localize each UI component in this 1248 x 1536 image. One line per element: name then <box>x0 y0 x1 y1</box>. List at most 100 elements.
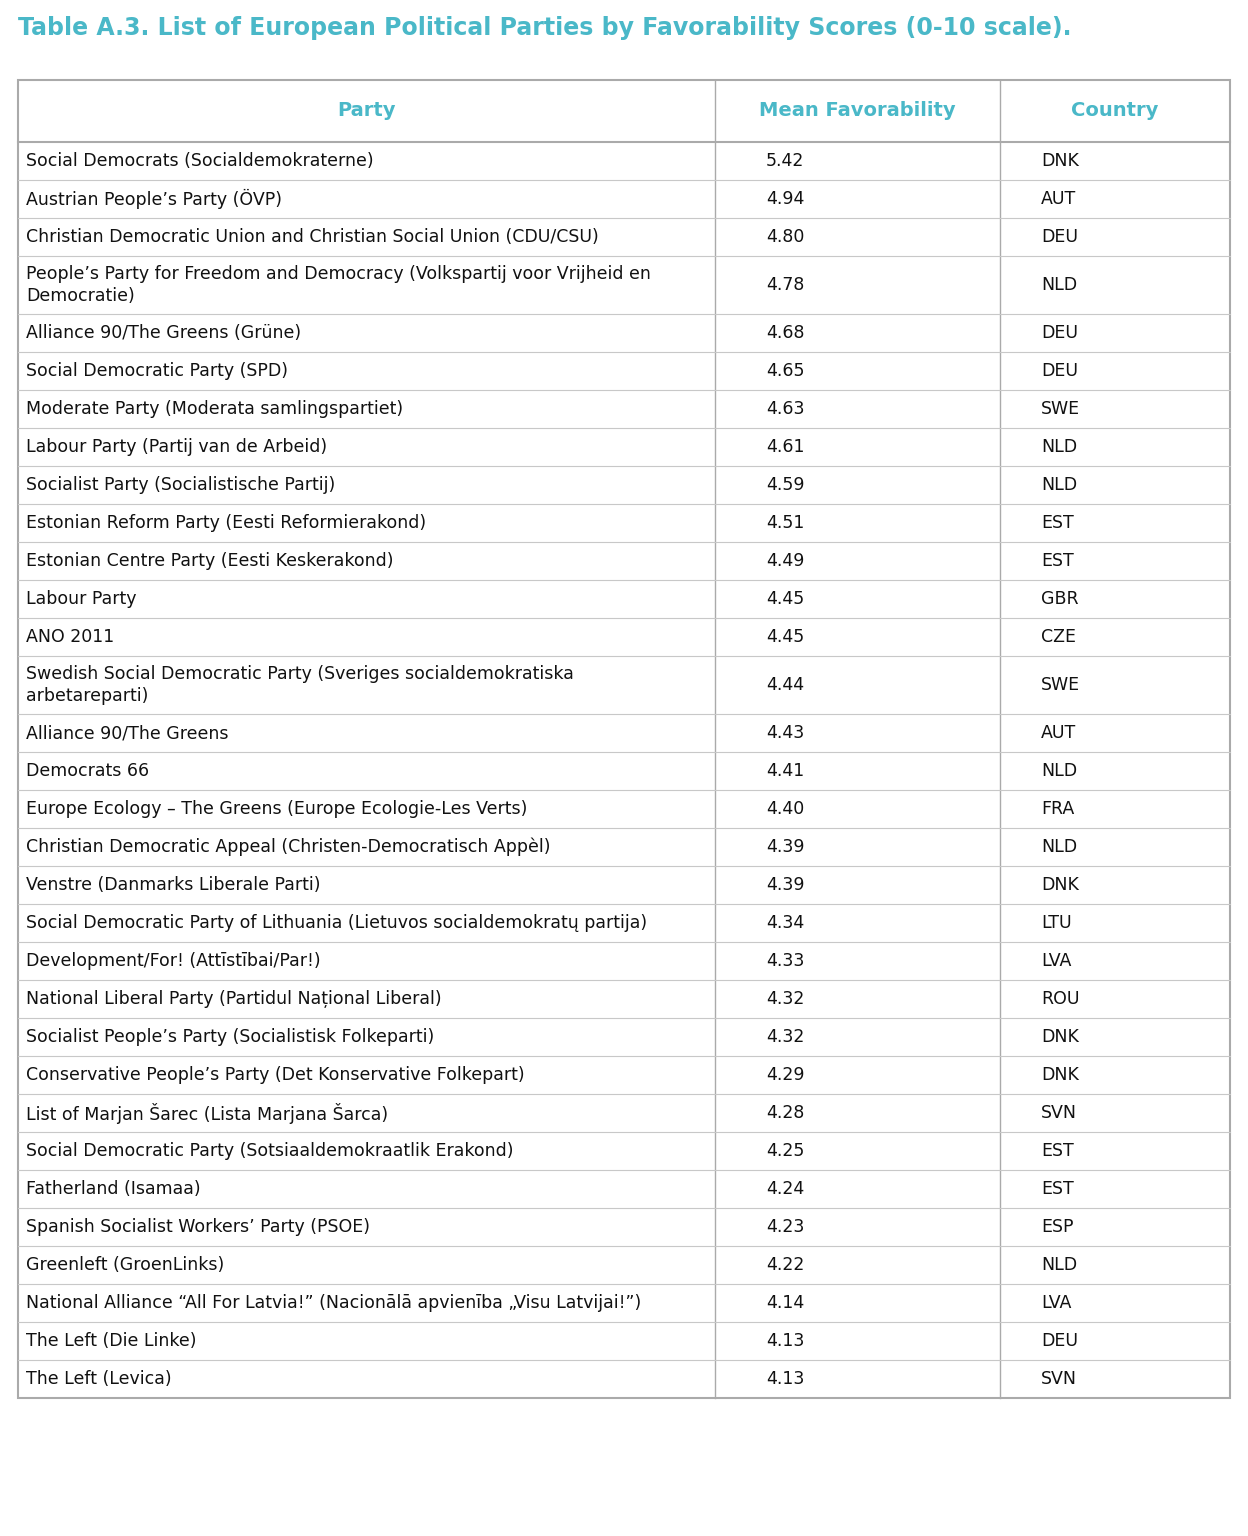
Text: NLD: NLD <box>1041 839 1077 856</box>
Text: 5.42: 5.42 <box>766 152 805 170</box>
Text: NLD: NLD <box>1041 1256 1077 1273</box>
Text: 4.68: 4.68 <box>766 324 805 343</box>
Text: Alliance 90/The Greens: Alliance 90/The Greens <box>26 723 228 742</box>
Text: DEU: DEU <box>1041 362 1078 379</box>
Text: AUT: AUT <box>1041 723 1077 742</box>
Text: Labour Party: Labour Party <box>26 590 136 608</box>
Text: Moderate Party (Moderata samlingspartiet): Moderate Party (Moderata samlingspartiet… <box>26 399 403 418</box>
Text: Fatherland (Isamaa): Fatherland (Isamaa) <box>26 1180 201 1198</box>
Text: 4.22: 4.22 <box>766 1256 805 1273</box>
Text: DNK: DNK <box>1041 1028 1080 1046</box>
Text: Conservative People’s Party (Det Konservative Folkepart): Conservative People’s Party (Det Konserv… <box>26 1066 524 1084</box>
Text: Party: Party <box>337 101 396 120</box>
Text: Spanish Socialist Workers’ Party (PSOE): Spanish Socialist Workers’ Party (PSOE) <box>26 1218 369 1236</box>
Text: 4.45: 4.45 <box>766 628 805 647</box>
Text: NLD: NLD <box>1041 762 1077 780</box>
Text: DNK: DNK <box>1041 876 1080 894</box>
Text: List of Marjan Šarec (Lista Marjana Šarca): List of Marjan Šarec (Lista Marjana Šarc… <box>26 1103 388 1123</box>
Text: The Left (Levica): The Left (Levica) <box>26 1370 172 1389</box>
Text: 4.45: 4.45 <box>766 590 805 608</box>
Text: DEU: DEU <box>1041 324 1078 343</box>
Text: Alliance 90/The Greens (Grüne): Alliance 90/The Greens (Grüne) <box>26 324 301 343</box>
Text: 4.49: 4.49 <box>766 551 805 570</box>
Text: DEU: DEU <box>1041 227 1078 246</box>
Text: Christian Democratic Appeal (Christen-Democratisch Appèl): Christian Democratic Appeal (Christen-De… <box>26 837 550 856</box>
Text: SVN: SVN <box>1041 1370 1077 1389</box>
Text: GBR: GBR <box>1041 590 1078 608</box>
Text: 4.94: 4.94 <box>766 190 805 207</box>
Text: CZE: CZE <box>1041 628 1076 647</box>
Text: 4.24: 4.24 <box>766 1180 805 1198</box>
Text: 4.44: 4.44 <box>766 676 804 694</box>
Text: Social Democratic Party of Lithuania (Lietuvos socialdemokratų partija): Social Democratic Party of Lithuania (Li… <box>26 914 648 932</box>
Text: Socialist Party (Socialistische Partij): Socialist Party (Socialistische Partij) <box>26 476 336 495</box>
Text: Europe Ecology – The Greens (Europe Ecologie-Les Verts): Europe Ecology – The Greens (Europe Ecol… <box>26 800 528 819</box>
Text: EST: EST <box>1041 1180 1075 1198</box>
Text: 4.13: 4.13 <box>766 1370 805 1389</box>
Text: 4.65: 4.65 <box>766 362 805 379</box>
Text: ROU: ROU <box>1041 991 1080 1008</box>
Text: 4.33: 4.33 <box>766 952 805 971</box>
Text: 4.23: 4.23 <box>766 1218 805 1236</box>
Text: NLD: NLD <box>1041 438 1077 456</box>
Text: 4.43: 4.43 <box>766 723 805 742</box>
Text: LTU: LTU <box>1041 914 1072 932</box>
Text: 4.32: 4.32 <box>766 991 805 1008</box>
Text: Swedish Social Democratic Party (Sveriges socialdemokratiska
arbetareparti): Swedish Social Democratic Party (Sverige… <box>26 665 574 705</box>
Text: DNK: DNK <box>1041 1066 1080 1084</box>
Text: EST: EST <box>1041 515 1075 531</box>
Text: NLD: NLD <box>1041 476 1077 495</box>
Text: EST: EST <box>1041 1141 1075 1160</box>
Text: NLD: NLD <box>1041 276 1077 293</box>
Text: Estonian Centre Party (Eesti Keskerakond): Estonian Centre Party (Eesti Keskerakond… <box>26 551 393 570</box>
Text: DNK: DNK <box>1041 152 1080 170</box>
Text: 4.78: 4.78 <box>766 276 805 293</box>
Text: 4.13: 4.13 <box>766 1332 805 1350</box>
Text: EST: EST <box>1041 551 1075 570</box>
Text: 4.80: 4.80 <box>766 227 805 246</box>
Bar <box>17 80 1231 1398</box>
Text: Labour Party (Partij van de Arbeid): Labour Party (Partij van de Arbeid) <box>26 438 327 456</box>
Text: 4.59: 4.59 <box>766 476 805 495</box>
Text: Estonian Reform Party (Eesti Reformierakond): Estonian Reform Party (Eesti Reformierak… <box>26 515 426 531</box>
Text: 4.29: 4.29 <box>766 1066 805 1084</box>
Text: 4.41: 4.41 <box>766 762 805 780</box>
Text: LVA: LVA <box>1041 952 1072 971</box>
Text: People’s Party for Freedom and Democracy (Volkspartij voor Vrijheid en
Democrati: People’s Party for Freedom and Democracy… <box>26 264 651 306</box>
Text: 4.32: 4.32 <box>766 1028 805 1046</box>
Text: Christian Democratic Union and Christian Social Union (CDU/CSU): Christian Democratic Union and Christian… <box>26 227 599 246</box>
Text: Social Democratic Party (SPD): Social Democratic Party (SPD) <box>26 362 288 379</box>
Text: 4.39: 4.39 <box>766 839 805 856</box>
Text: 4.14: 4.14 <box>766 1293 805 1312</box>
Text: 4.25: 4.25 <box>766 1141 805 1160</box>
Text: SVN: SVN <box>1041 1104 1077 1121</box>
Text: Social Democratic Party (Sotsiaaldemokraatlik Erakond): Social Democratic Party (Sotsiaaldemokra… <box>26 1141 513 1160</box>
Text: AUT: AUT <box>1041 190 1077 207</box>
Text: Austrian People’s Party (ÖVP): Austrian People’s Party (ÖVP) <box>26 189 282 209</box>
Text: 4.34: 4.34 <box>766 914 805 932</box>
Text: 4.28: 4.28 <box>766 1104 805 1121</box>
Text: National Alliance “All For Latvia!” (Nacionālā apvienība „Visu Latvijai!”): National Alliance “All For Latvia!” (Nac… <box>26 1293 641 1312</box>
Text: Greenleft (GroenLinks): Greenleft (GroenLinks) <box>26 1256 225 1273</box>
Text: Socialist People’s Party (Socialistisk Folkeparti): Socialist People’s Party (Socialistisk F… <box>26 1028 434 1046</box>
Text: ANO 2011: ANO 2011 <box>26 628 115 647</box>
Text: Development/For! (Attīstībai/Par!): Development/For! (Attīstībai/Par!) <box>26 952 321 971</box>
Text: Social Democrats (Socialdemokraterne): Social Democrats (Socialdemokraterne) <box>26 152 373 170</box>
Text: 4.40: 4.40 <box>766 800 805 819</box>
Text: DEU: DEU <box>1041 1332 1078 1350</box>
Text: 4.51: 4.51 <box>766 515 805 531</box>
Text: Mean Favorability: Mean Favorability <box>759 101 956 120</box>
Text: 4.39: 4.39 <box>766 876 805 894</box>
Text: Venstre (Danmarks Liberale Parti): Venstre (Danmarks Liberale Parti) <box>26 876 321 894</box>
Text: Country: Country <box>1071 101 1158 120</box>
Text: SWE: SWE <box>1041 399 1081 418</box>
Text: The Left (Die Linke): The Left (Die Linke) <box>26 1332 196 1350</box>
Text: 4.61: 4.61 <box>766 438 805 456</box>
Text: National Liberal Party (Partidul Național Liberal): National Liberal Party (Partidul Naționa… <box>26 991 442 1008</box>
Text: 4.63: 4.63 <box>766 399 805 418</box>
Text: ESP: ESP <box>1041 1218 1073 1236</box>
Text: Table A.3. List of European Political Parties by Favorability Scores (0-10 scale: Table A.3. List of European Political Pa… <box>17 15 1072 40</box>
Text: LVA: LVA <box>1041 1293 1072 1312</box>
Text: SWE: SWE <box>1041 676 1081 694</box>
Text: Democrats 66: Democrats 66 <box>26 762 149 780</box>
